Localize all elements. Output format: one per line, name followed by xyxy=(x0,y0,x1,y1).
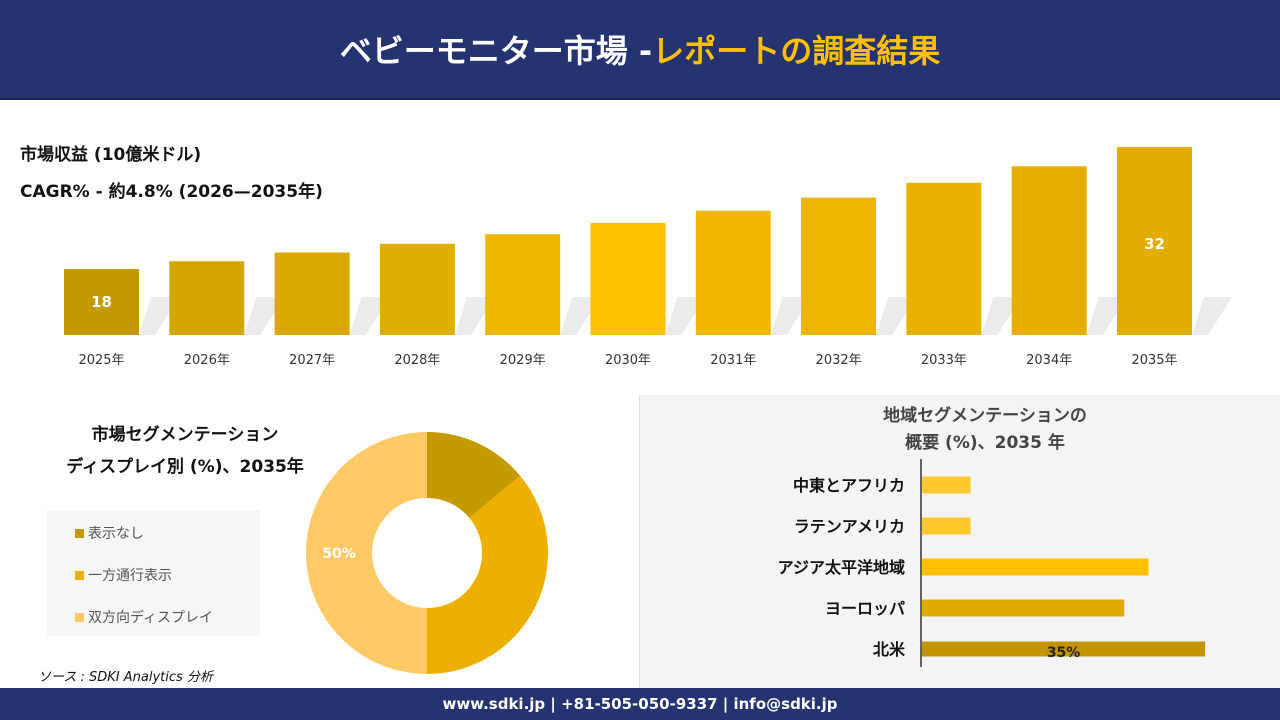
data-label: 18 xyxy=(91,293,112,311)
donut-title: 市場セグメンテーション ディスプレイ別 (%)、2035年 xyxy=(40,419,330,483)
legend-swatch xyxy=(75,612,84,622)
bar-shadow xyxy=(770,297,811,335)
x-tick-label: 2035年 xyxy=(1131,353,1177,368)
bar-shadow xyxy=(876,297,917,335)
legend-item: 表示なし xyxy=(75,523,144,543)
donut-legend: 表示なし 一方通行表示 双方向ディスプレイ xyxy=(47,510,260,636)
bar-shadow xyxy=(981,297,1022,335)
title-main: ベビーモニター市場 - xyxy=(339,32,653,70)
bar-2026年 xyxy=(169,261,245,335)
header-banner: ベビーモニター市場 - レポートの調査結果 xyxy=(0,0,1280,100)
y-tick-label: 中東とアフリカ xyxy=(793,476,905,495)
region-title-line1: 地域セグメンテーションの xyxy=(883,406,1087,426)
bar-2031年 xyxy=(695,210,771,335)
region-segment-panel: 地域セグメンテーションの 概要 (%)、2035 年 中東とアフリカ ラテンアメリ… xyxy=(640,395,1280,688)
slice-label: 50% xyxy=(322,546,356,562)
source-note: ソース : SDKI Analytics 分析 xyxy=(38,670,213,685)
bar-shadow xyxy=(244,297,285,335)
bar-2035年 xyxy=(1117,147,1192,335)
donut-title-line1: 市場セグメンテーション xyxy=(91,425,279,445)
x-tick-label: 2031年 xyxy=(710,353,756,368)
bar-2033年 xyxy=(906,182,982,335)
x-tick-label: 2025年 xyxy=(78,353,124,368)
bar-2034年 xyxy=(1011,166,1087,335)
donut-slice-表示なし xyxy=(427,432,521,518)
donut-slice-一方通行表示 xyxy=(427,475,548,674)
bar-2027年 xyxy=(274,252,350,335)
display-segment-panel: 市場セグメンテーション ディスプレイ別 (%)、2035年 表示なし 一方通行表… xyxy=(0,395,640,688)
y-tick-label: アジア太平洋地域 xyxy=(778,558,905,577)
revenue-section: 市場収益 (10億米ドル) CAGR% - 約4.8% (2026—2035年)… xyxy=(0,100,1280,395)
legend-item: 一方通行表示 xyxy=(75,565,172,585)
data-label: 35% xyxy=(1047,645,1081,661)
data-label: 32 xyxy=(1144,235,1165,253)
x-tick-label: 2034年 xyxy=(1026,353,1072,368)
bar-shadow xyxy=(1086,297,1127,335)
x-tick-label: 2027年 xyxy=(289,353,335,368)
bar-北米 xyxy=(922,641,1206,657)
x-tick-label: 2033年 xyxy=(921,353,967,368)
x-tick-label: 2032年 xyxy=(816,353,862,368)
x-tick-label: 2030年 xyxy=(605,353,651,368)
bar-shadow xyxy=(560,297,601,335)
x-tick-label: 2029年 xyxy=(500,353,546,368)
bar-ラテンアメリカ xyxy=(922,517,971,535)
donut-slice-双方向ディスプレイ xyxy=(306,432,427,674)
display-donut-chart: 50% xyxy=(306,432,548,674)
donut-title-line2: ディスプレイ別 (%)、2035年 xyxy=(66,457,304,477)
bar-shadow xyxy=(349,297,390,335)
footer-contact: www.sdki.jp | +81-505-050-9337 | info@sd… xyxy=(0,688,1280,720)
bar-shadow xyxy=(665,297,706,335)
bar-2030年 xyxy=(590,222,666,335)
cagr-text: CAGR% - 約4.8% (2026—2035年) xyxy=(20,182,323,202)
bar-2028年 xyxy=(379,243,455,335)
revenue-bar-chart: 2025年 18 2026年 2027年 2028年 2029年 2030年 2031年 203… xyxy=(64,147,1232,368)
region-title-line2: 概要 (%)、2035 年 xyxy=(905,433,1065,453)
bar-shadow xyxy=(454,297,495,335)
title-sub: レポートの調査結果 xyxy=(652,32,941,70)
legend-label: 一方通行表示 xyxy=(88,568,172,584)
legend-swatch xyxy=(75,570,84,580)
y-tick-label: 北米 xyxy=(873,640,906,659)
bar-2029年 xyxy=(485,234,561,335)
legend-item: 双方向ディスプレイ xyxy=(75,607,213,627)
revenue-title: 市場収益 (10億米ドル) xyxy=(20,145,202,165)
y-tick-label: ラテンアメリカ xyxy=(794,517,905,536)
y-tick-label: ヨーロッパ xyxy=(825,599,905,618)
bar-ヨーロッパ xyxy=(922,599,1125,617)
region-title: 地域セグメンテーションの 概要 (%)、2035 年 xyxy=(640,403,1280,457)
legend-label: 双方向ディスプレイ xyxy=(88,610,214,626)
bar-中東とアフリカ xyxy=(922,476,971,494)
x-tick-label: 2028年 xyxy=(394,353,440,368)
bar-アジア太平洋地域 xyxy=(922,558,1149,576)
legend-swatch xyxy=(75,528,84,538)
bar-shadow xyxy=(1192,297,1232,335)
x-tick-label: 2026年 xyxy=(184,353,230,368)
bar-shadow xyxy=(139,297,179,335)
legend-label: 表示なし xyxy=(88,526,144,542)
bar-2025年 xyxy=(64,269,139,335)
bar-2032年 xyxy=(801,197,877,335)
